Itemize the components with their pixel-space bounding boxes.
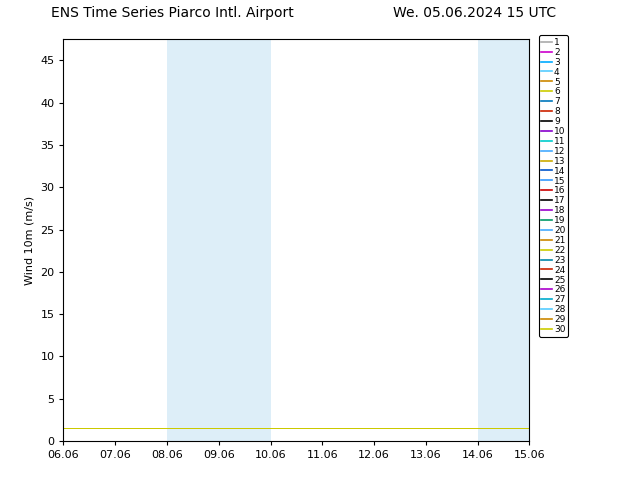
Bar [477, 39, 555, 441]
Text: We. 05.06.2024 15 UTC: We. 05.06.2024 15 UTC [393, 5, 556, 20]
Text: ENS Time Series Piarco Intl. Airport: ENS Time Series Piarco Intl. Airport [51, 5, 294, 20]
Legend: 1, 2, 3, 4, 5, 6, 7, 8, 9, 10, 11, 12, 13, 14, 15, 16, 17, 18, 19, 20, 21, 22, 2: 1, 2, 3, 4, 5, 6, 7, 8, 9, 10, 11, 12, 1… [539, 35, 568, 337]
Y-axis label: Wind 10m (m/s): Wind 10m (m/s) [25, 196, 35, 285]
Bar [167, 39, 271, 441]
